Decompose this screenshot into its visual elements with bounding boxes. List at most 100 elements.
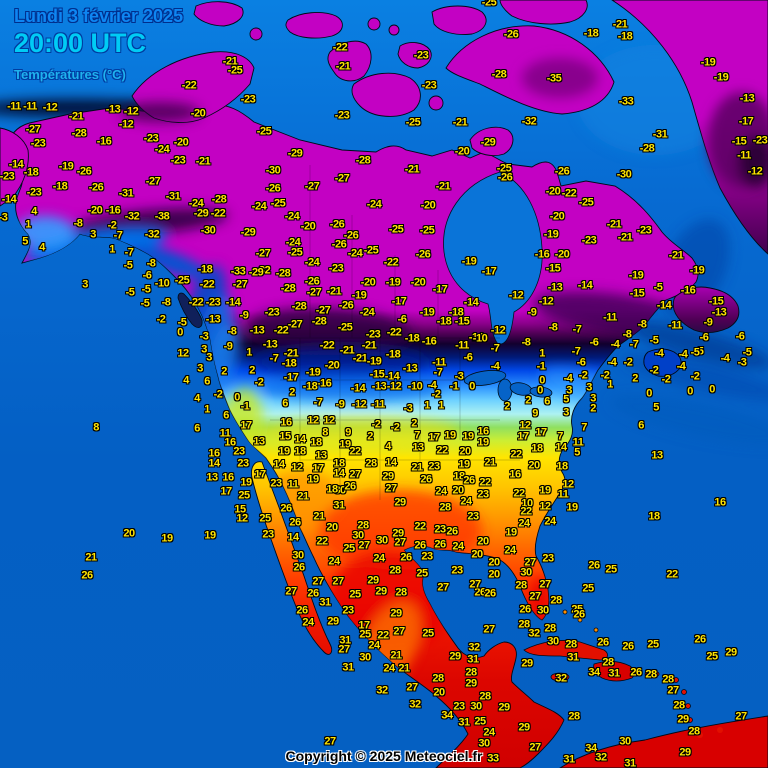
- temp-label: 25: [259, 512, 271, 525]
- temp-label: 28: [439, 501, 451, 514]
- temp-label: 27: [385, 482, 397, 495]
- map-header: Lundi 3 février 2025 20:00 UTC Températu…: [14, 6, 183, 82]
- temp-label: -24: [284, 210, 300, 223]
- temp-label: 28: [544, 622, 556, 635]
- temp-label: -21: [617, 231, 633, 244]
- temp-label: 24: [368, 639, 380, 652]
- temp-label: -23: [636, 224, 652, 237]
- temp-label: 4: [194, 392, 200, 405]
- temp-label: 26: [519, 603, 531, 616]
- temp-label: -5: [742, 346, 752, 359]
- temp-label: -19: [351, 289, 367, 302]
- temp-label: 13: [206, 471, 218, 484]
- temp-label: 18: [310, 436, 322, 449]
- temp-label: 24: [435, 485, 447, 498]
- temp-label: 20: [528, 459, 540, 472]
- temp-label: 4: [385, 440, 391, 453]
- temp-label: 3: [563, 406, 569, 419]
- temp-label: -23: [26, 186, 42, 199]
- temp-label: 25: [605, 563, 617, 576]
- temp-label: -18: [23, 166, 39, 179]
- temp-label: -15: [369, 368, 385, 381]
- temp-label: 22: [316, 535, 328, 548]
- temp-label: 32: [468, 641, 480, 654]
- temp-label: 30: [520, 566, 532, 579]
- temp-label: -28: [280, 282, 296, 295]
- temp-label: -17: [283, 371, 299, 384]
- temp-label: 7: [414, 429, 420, 442]
- temp-label: 26: [344, 480, 356, 493]
- temp-label: -18: [281, 357, 297, 370]
- temp-label: 17: [240, 419, 252, 432]
- temp-label: -11: [455, 339, 469, 352]
- temp-label: -22: [199, 278, 215, 291]
- temp-label: 24: [383, 662, 395, 675]
- temp-label: -2: [371, 418, 381, 431]
- temp-label: -25: [496, 162, 512, 175]
- temp-label: -20: [300, 220, 316, 233]
- temp-label: -24: [304, 256, 320, 269]
- temp-label: -2: [690, 370, 700, 383]
- temp-label: 14: [273, 458, 285, 471]
- temp-label: 29: [679, 746, 691, 759]
- temp-label: 6: [194, 422, 200, 435]
- temp-label: 4: [183, 374, 189, 387]
- temp-label: -22: [188, 296, 204, 309]
- temp-label: 1: [424, 399, 430, 412]
- temp-label: 18: [453, 470, 465, 483]
- temp-label: 19: [161, 532, 173, 545]
- temp-label: 12: [307, 414, 319, 427]
- temp-label: 30: [478, 737, 490, 750]
- temp-label: 28: [645, 668, 657, 681]
- temp-label: 14: [333, 467, 345, 480]
- temp-label: -32: [124, 210, 140, 223]
- temp-label: -26: [265, 182, 281, 195]
- temp-label: 23: [428, 460, 440, 473]
- temp-label: -11: [668, 319, 682, 332]
- temp-label: -13: [402, 362, 418, 375]
- temp-label: -11: [371, 398, 385, 411]
- temp-label: -33: [618, 95, 634, 108]
- temp-label: 1: [204, 403, 210, 416]
- temp-label: -19: [713, 71, 729, 84]
- temp-label: -23: [413, 49, 429, 62]
- temp-label: -8: [521, 336, 531, 349]
- temp-label: -27: [315, 304, 331, 317]
- temp-label: -20: [420, 199, 436, 212]
- temp-label: -9: [527, 306, 537, 319]
- temp-label: 5: [574, 446, 580, 459]
- temp-label: -23: [205, 296, 221, 309]
- temp-label: 27: [332, 575, 344, 588]
- temp-label: 30: [334, 484, 346, 497]
- temp-label: -11: [23, 100, 37, 113]
- temp-label: 29: [449, 650, 461, 663]
- temp-label: -4: [720, 352, 730, 365]
- temp-label: 26: [289, 516, 301, 529]
- temp-label: 12: [236, 512, 248, 525]
- temp-label: -12: [42, 101, 58, 114]
- temp-label: -21: [612, 18, 628, 31]
- temp-label: 15: [234, 503, 246, 516]
- temp-label: -25: [256, 125, 272, 138]
- temp-label: 18: [326, 483, 338, 496]
- temp-label: -6: [397, 313, 407, 326]
- temp-label: -24: [154, 143, 170, 156]
- temp-label: -13: [711, 306, 727, 319]
- temp-label: 21: [297, 490, 309, 503]
- temp-label: 26: [597, 636, 609, 649]
- temp-label: 3: [566, 384, 572, 397]
- temp-label: 11: [287, 478, 299, 491]
- temp-label: -12: [386, 380, 402, 393]
- temp-label: 25: [571, 603, 583, 616]
- temp-label: 3: [590, 392, 596, 405]
- temp-label: 17: [220, 485, 232, 498]
- temp-label: -26: [415, 248, 431, 261]
- temp-label: 6: [223, 409, 229, 422]
- temp-label: -15: [629, 287, 645, 300]
- temp-label: -32: [144, 228, 160, 241]
- temp-label: 24: [328, 555, 340, 568]
- temp-label: 27: [285, 585, 297, 598]
- temp-label: -25: [363, 244, 379, 257]
- temp-label: 25: [238, 489, 250, 502]
